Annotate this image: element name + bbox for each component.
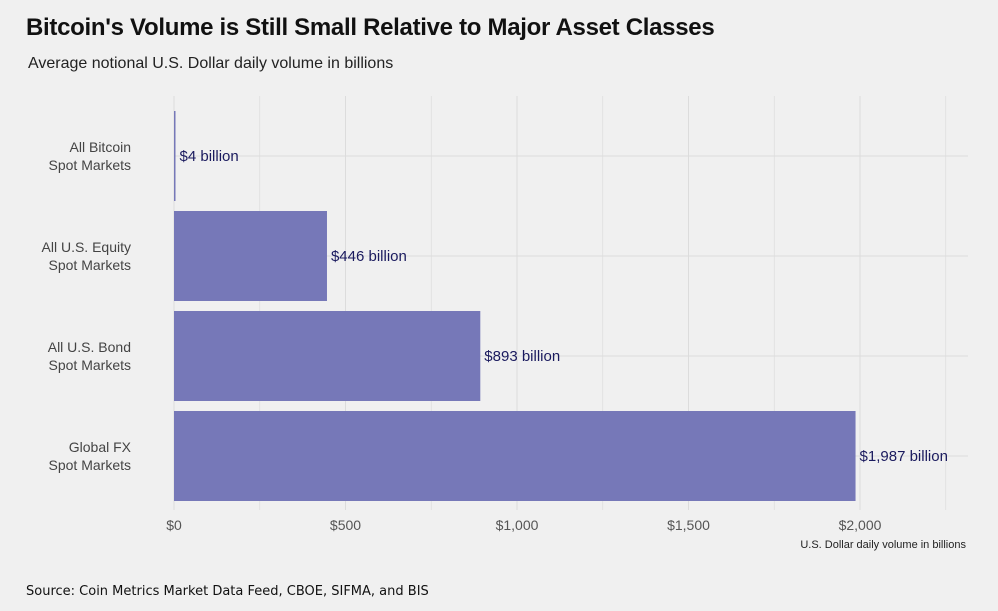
bar-chart: $4 billion All Bitcoin Spot Markets $446 bi… [0, 0, 998, 580]
category-label: Spot Markets [49, 457, 131, 473]
category-label: All U.S. Equity [42, 239, 131, 255]
x-tick-label: $1,000 [496, 517, 539, 533]
data-label: $4 billion [180, 148, 239, 165]
x-tick-label: $1,500 [667, 517, 710, 533]
category-label: Global FX [69, 439, 132, 455]
bar [174, 411, 856, 501]
chart-bars [174, 111, 856, 501]
data-label: $893 billion [484, 348, 560, 365]
bar [174, 111, 176, 201]
category-label: All U.S. Bond [48, 339, 131, 355]
x-axis-title: U.S. Dollar daily volume in billions [800, 539, 966, 551]
category-label: All Bitcoin [70, 139, 131, 155]
source-note: Source: Coin Metrics Market Data Feed, C… [26, 584, 429, 599]
x-tick-label: $500 [330, 517, 361, 533]
x-tick-label: $2,000 [839, 517, 882, 533]
bar [174, 211, 327, 301]
category-label: Spot Markets [49, 357, 131, 373]
category-label: Spot Markets [49, 257, 131, 273]
data-label: $1,987 billion [860, 448, 948, 465]
data-label: $446 billion [331, 248, 407, 265]
bar [174, 311, 480, 401]
x-tick-label: $0 [166, 517, 182, 533]
category-label: Spot Markets [49, 157, 131, 173]
